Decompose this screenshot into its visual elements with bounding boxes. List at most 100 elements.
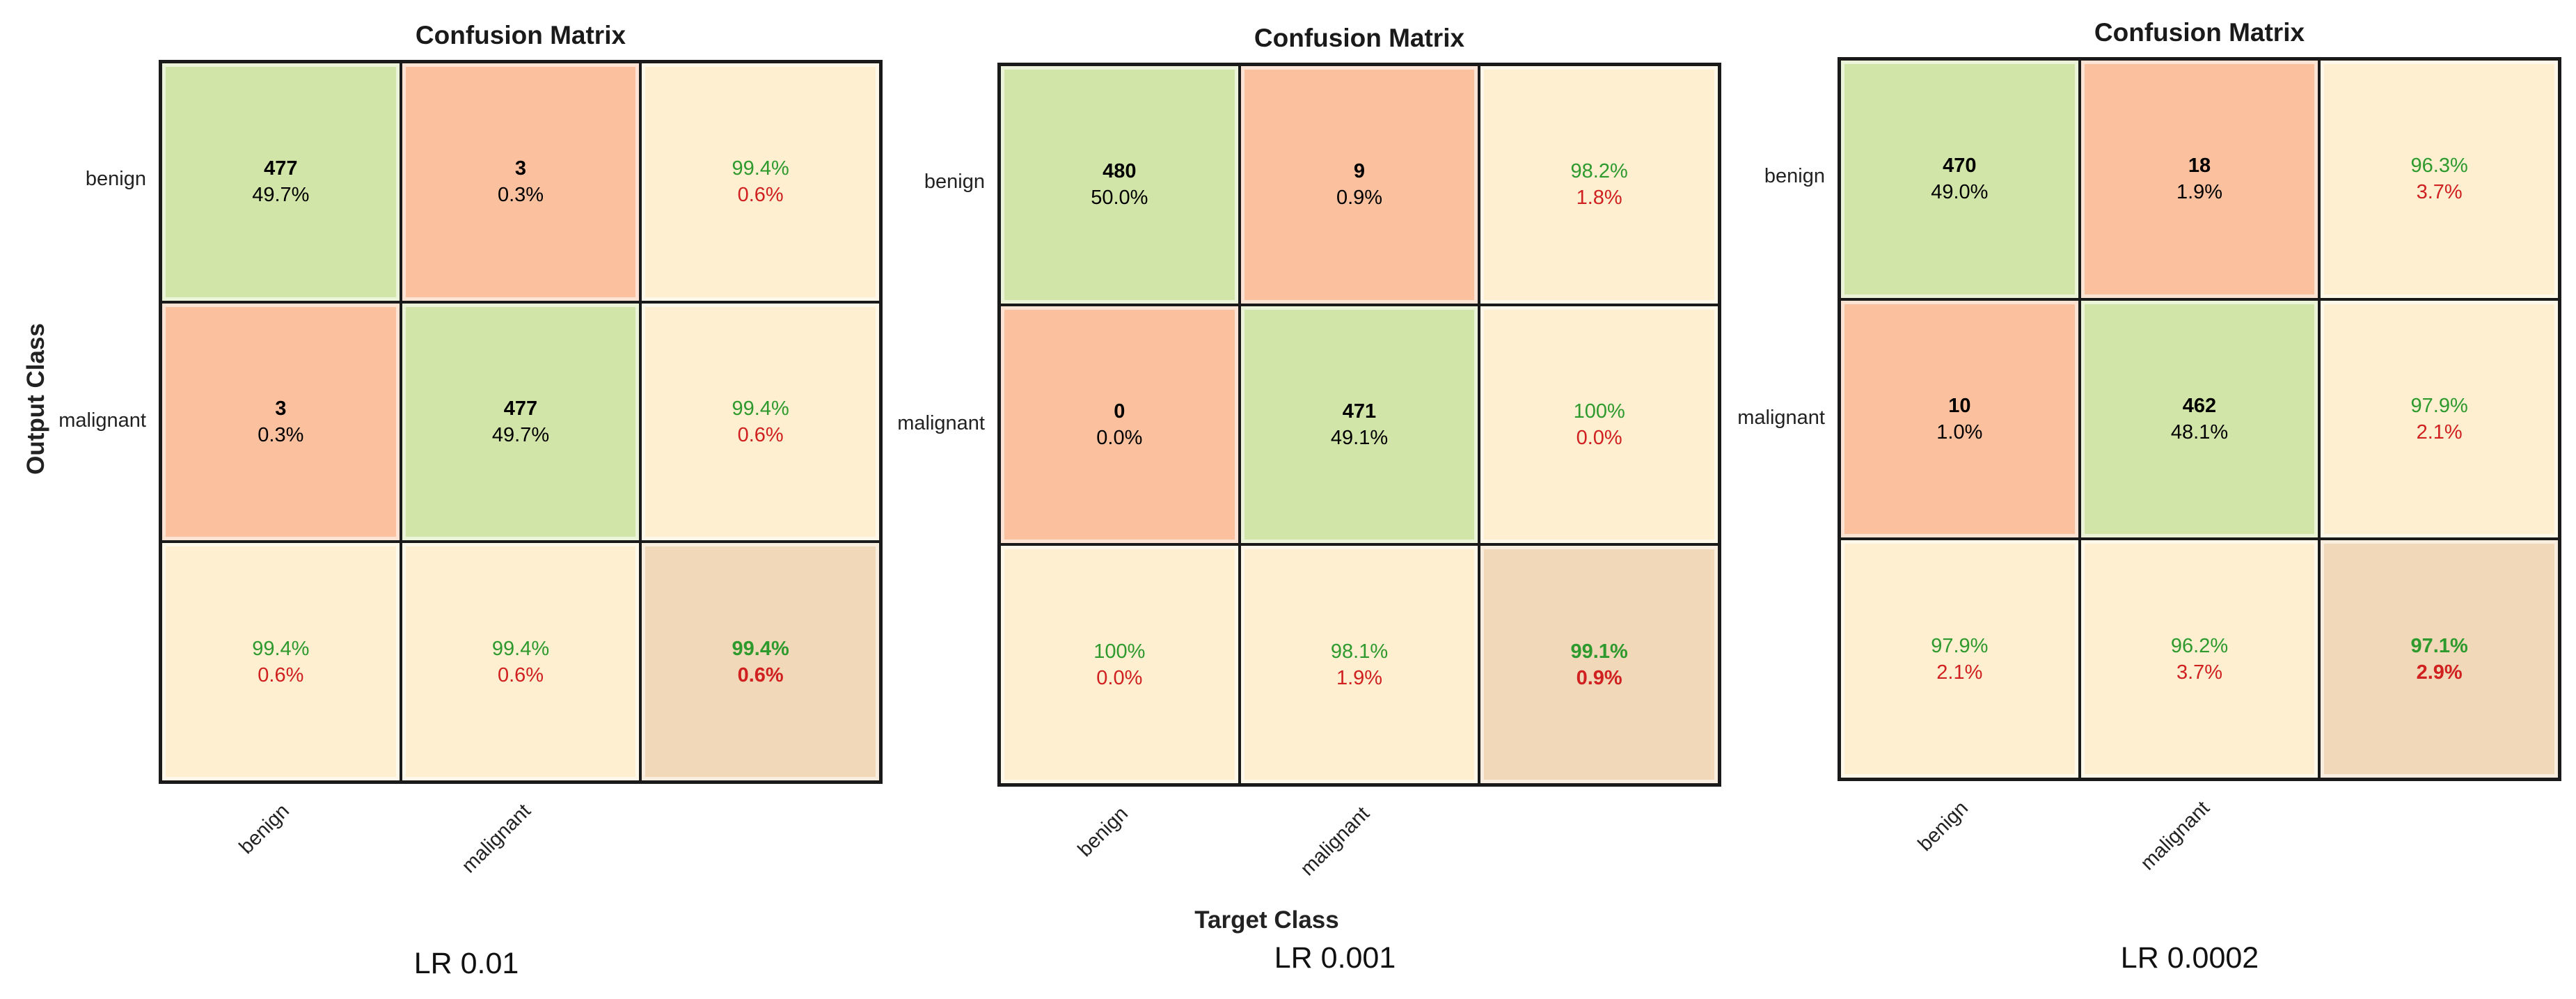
cell-count: 477 [503, 397, 538, 420]
chart-title: Confusion Matrix [2094, 18, 2305, 47]
correct-rate: 99.4% [252, 637, 310, 660]
col-summary-cell: 98.1% 1.9% [1239, 544, 1480, 785]
column-label: malignant [457, 799, 535, 878]
chart-title: Confusion Matrix [415, 21, 626, 49]
cell-count: 477 [264, 157, 298, 180]
correct-rate: 97.9% [1931, 634, 1989, 657]
overall-accuracy-cell: 97.1% 2.9% [2319, 539, 2559, 779]
learning-rate-caption: LR 0.001 [1274, 941, 1396, 975]
correct-rate: 97.9% [2410, 394, 2468, 417]
error-rate: 3.7% [2416, 181, 2463, 204]
confusion-matrix-grid: 470 49.0% 18 1.9% 96.3% 3.7% 10 1.0% 462 48.1% 97.… [1838, 57, 2561, 781]
row-label: malignant [897, 412, 985, 434]
column-label: benign [1914, 796, 1973, 856]
cell-count: 0 [1114, 400, 1125, 423]
cell-count: 480 [1103, 160, 1137, 183]
col-summary-cell: 97.9% 2.1% [1840, 539, 2080, 779]
row-label: benign [85, 168, 146, 191]
chart-title: Confusion Matrix [1254, 24, 1465, 52]
overall-error-rate: 2.9% [2416, 661, 2463, 684]
overall-correct-rate: 99.1% [1570, 640, 1628, 663]
error-rate: 1.9% [1336, 666, 1383, 689]
row-label: malignant [1737, 407, 1825, 429]
cell-count: 471 [1342, 400, 1377, 423]
col-summary-cell: 99.4% 0.6% [400, 542, 641, 782]
correct-rate: 98.2% [1570, 160, 1628, 183]
row-label: malignant [58, 409, 146, 432]
error-rate: 0.6% [737, 423, 784, 446]
correct-rate: 96.3% [2410, 155, 2468, 178]
matrix-cell: 10 1.0% [1840, 299, 2080, 540]
matrix-cell: 462 48.1% [2079, 299, 2320, 540]
col-summary-cell: 96.2% 3.7% [2079, 539, 2320, 779]
error-rate: 0.6% [737, 184, 784, 207]
overall-correct-rate: 99.4% [732, 637, 789, 660]
matrix-cell: 3 0.3% [400, 62, 641, 302]
matrix-cell: 18 1.9% [2079, 59, 2320, 299]
error-rate: 0.6% [258, 663, 304, 686]
overall-correct-rate: 97.1% [2410, 634, 2468, 657]
matrix-cell: 9 0.9% [1239, 65, 1480, 305]
cell-percent: 49.7% [252, 184, 310, 207]
cell-percent: 50.0% [1091, 187, 1148, 210]
error-rate: 2.1% [1936, 661, 1983, 684]
col-summary-cell: 100% 0.0% [999, 544, 1240, 785]
learning-rate-caption: LR 0.01 [413, 947, 519, 980]
column-label: benign [1074, 802, 1133, 862]
row-summary-cell: 96.3% 3.7% [2319, 59, 2559, 299]
confusion-matrix-grid: 477 49.7% 3 0.3% 99.4% 0.6% 3 0.3% 477 49.7% 99.4%… [159, 60, 883, 784]
cell-count: 3 [275, 397, 287, 420]
matrix-cell: 3 0.3% [161, 301, 401, 542]
x-axis-label: Target Class [1194, 906, 1339, 934]
overall-accuracy-cell: 99.1% 0.9% [1479, 544, 1719, 785]
correct-rate: 96.2% [2170, 634, 2229, 657]
column-label: benign [235, 799, 294, 859]
cell-percent: 49.7% [491, 423, 550, 446]
error-rate: 3.7% [2176, 661, 2223, 684]
col-summary-cell: 99.4% 0.6% [161, 542, 401, 782]
cell-count: 18 [2188, 155, 2211, 178]
row-label: benign [1764, 165, 1825, 188]
confusion-matrix-grid: 480 50.0% 9 0.9% 98.2% 1.8% 0 0.0% 471 49.1% 100% 0… [997, 63, 1721, 787]
matrix-cell: 470 49.0% [1840, 59, 2080, 299]
column-label: malignant [2136, 796, 2214, 875]
matrix-cell: 477 49.7% [400, 301, 641, 542]
cell-count: 10 [1948, 394, 1971, 417]
cell-percent: 0.9% [1336, 187, 1383, 210]
learning-rate-caption: LR 0.0002 [2120, 941, 2259, 975]
row-label: benign [924, 171, 985, 194]
correct-rate: 99.4% [491, 637, 550, 660]
error-rate: 1.8% [1576, 187, 1622, 210]
cell-percent: 0.3% [258, 423, 304, 446]
error-rate: 2.1% [2416, 420, 2463, 443]
matrix-cell: 471 49.1% [1239, 304, 1480, 545]
cell-count: 9 [1353, 160, 1366, 183]
correct-rate: 98.1% [1330, 640, 1389, 663]
cell-percent: 0.0% [1096, 426, 1143, 449]
overall-accuracy-cell: 99.4% 0.6% [640, 542, 880, 782]
overall-error-rate: 0.9% [1576, 666, 1622, 689]
cell-percent: 49.0% [1931, 181, 1989, 204]
matrix-cell: 480 50.0% [999, 65, 1240, 305]
matrix-cell: 477 49.7% [161, 62, 401, 302]
row-summary-cell: 100% 0.0% [1479, 304, 1719, 545]
row-summary-cell: 99.4% 0.6% [640, 62, 880, 302]
cell-count: 462 [2182, 394, 2217, 417]
matrix-cell: 0 0.0% [999, 304, 1240, 545]
row-summary-cell: 97.9% 2.1% [2319, 299, 2559, 540]
cell-percent: 0.3% [497, 184, 544, 207]
correct-rate: 100% [1093, 640, 1146, 663]
row-summary-cell: 98.2% 1.8% [1479, 65, 1719, 305]
correct-rate: 99.4% [732, 397, 789, 420]
overall-error-rate: 0.6% [737, 663, 784, 686]
correct-rate: 100% [1573, 400, 1625, 423]
error-rate: 0.6% [497, 663, 544, 686]
cell-percent: 1.0% [1936, 420, 1983, 443]
y-axis-label: Output Class [22, 323, 49, 475]
row-summary-cell: 99.4% 0.6% [640, 301, 880, 542]
correct-rate: 99.4% [732, 157, 789, 180]
cell-percent: 1.9% [2176, 181, 2223, 204]
cell-percent: 49.1% [1330, 426, 1389, 449]
error-rate: 0.0% [1576, 426, 1622, 449]
error-rate: 0.0% [1096, 666, 1143, 689]
